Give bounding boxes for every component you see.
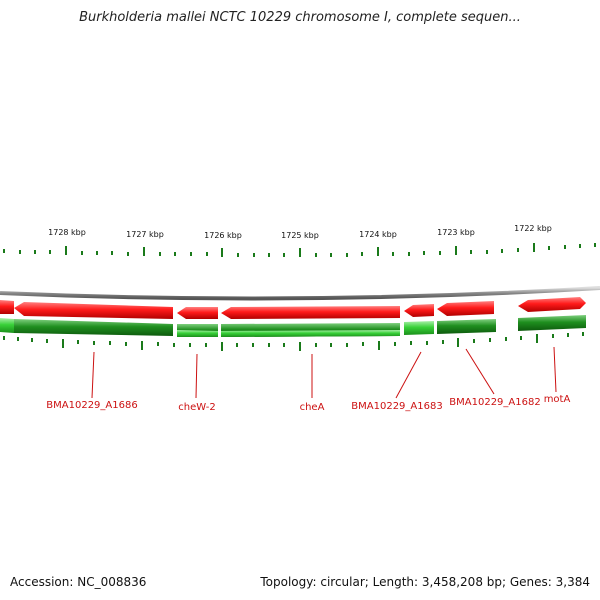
leader-line bbox=[553, 346, 557, 393]
leader-line bbox=[395, 351, 422, 399]
kbp-label: 1725 kbp bbox=[281, 231, 319, 240]
gene-arrow[interactable] bbox=[404, 304, 434, 317]
gene-label[interactable]: cheA bbox=[300, 402, 325, 413]
kbp-scale: 1728 kbp 1727 kbp 1726 kbp 1725 kbp 1724… bbox=[48, 224, 552, 240]
gene-block[interactable] bbox=[437, 319, 496, 334]
gene-block[interactable] bbox=[404, 321, 434, 335]
gene-label[interactable]: cheW-2 bbox=[178, 402, 215, 413]
forward-strand[interactable] bbox=[0, 297, 586, 319]
kbp-label: 1726 kbp bbox=[204, 231, 242, 240]
leader-line bbox=[91, 351, 95, 399]
upper-tick-row bbox=[3, 243, 596, 257]
gene-arrow[interactable] bbox=[221, 306, 400, 319]
gene-labels: BMA10229_A1686 cheW-2 cheA BMA10229_A168… bbox=[46, 394, 570, 413]
kbp-label: 1722 kbp bbox=[514, 224, 552, 233]
kbp-label: 1727 kbp bbox=[126, 230, 164, 239]
gene-label[interactable]: motA bbox=[544, 394, 571, 405]
gene-arrow[interactable] bbox=[14, 302, 173, 319]
gene-block[interactable] bbox=[221, 330, 400, 337]
gene-block[interactable] bbox=[518, 315, 586, 331]
gene-block[interactable] bbox=[14, 319, 173, 336]
lower-tick-row bbox=[3, 332, 584, 351]
gene-arrow[interactable] bbox=[177, 307, 218, 319]
gene-label[interactable]: BMA10229_A1686 bbox=[46, 400, 137, 411]
kbp-label: 1724 kbp bbox=[359, 230, 397, 239]
reverse-strand[interactable] bbox=[0, 315, 586, 337]
kbp-label: 1728 kbp bbox=[48, 228, 86, 237]
gene-arrow[interactable] bbox=[518, 297, 586, 312]
leader-line bbox=[195, 353, 198, 399]
gene-block[interactable] bbox=[0, 318, 14, 333]
genome-backbone bbox=[0, 286, 600, 301]
gene-arrow[interactable] bbox=[437, 301, 494, 316]
gene-arrow[interactable] bbox=[0, 300, 14, 314]
gene-label[interactable]: BMA10229_A1683 bbox=[351, 401, 442, 412]
gene-label[interactable]: BMA10229_A1682 bbox=[449, 397, 540, 408]
kbp-label: 1723 kbp bbox=[437, 228, 475, 237]
topology-label: Topology: circular; Length: 3,458,208 bp… bbox=[260, 575, 590, 589]
leader-lines bbox=[91, 346, 557, 399]
gene-block[interactable] bbox=[177, 330, 218, 337]
leader-line bbox=[465, 348, 495, 395]
map-title: Burkholderia mallei NCTC 10229 chromosom… bbox=[79, 10, 521, 25]
accession-label: Accession: NC_008836 bbox=[10, 575, 147, 589]
